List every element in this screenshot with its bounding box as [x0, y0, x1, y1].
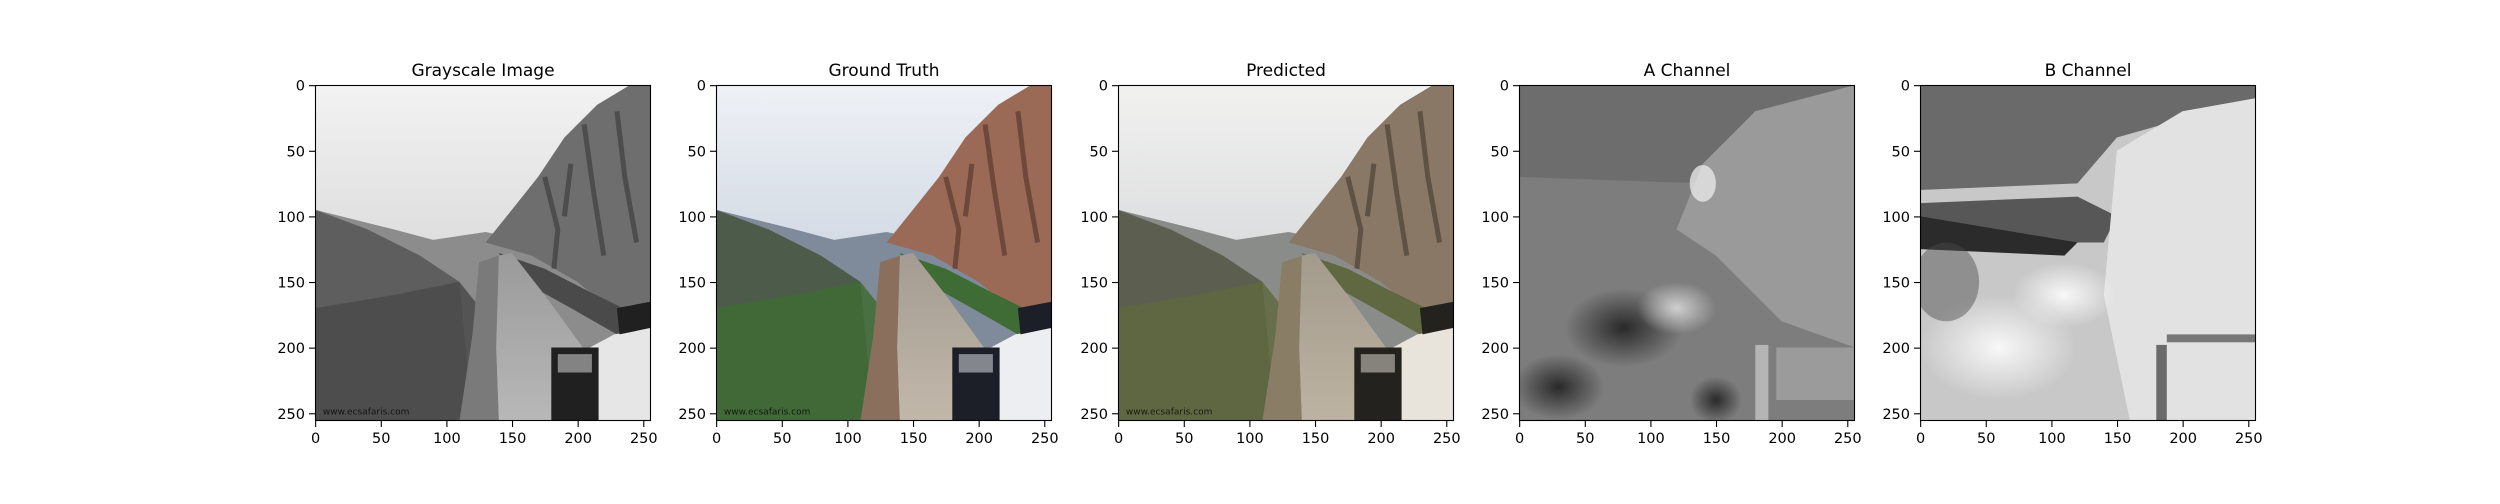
y-tick-label: 0 — [1500, 79, 1509, 95]
panel-image — [1920, 85, 2256, 421]
y-tick-label: 50 — [1892, 144, 1910, 160]
y-tick-label: 50 — [1491, 144, 1509, 160]
x-tick-label: 200 — [564, 431, 592, 447]
x-tick-label: 150 — [2104, 431, 2132, 447]
panel-5: B Channel 0 50 100 150 200 250 0 50 100 150 200 250 — [1882, 61, 2262, 447]
panel-title: A Channel — [1644, 61, 1731, 81]
x-tick-label: 100 — [834, 431, 862, 447]
x-tick-label: 200 — [1768, 431, 1796, 447]
y-tick-label: 200 — [1882, 341, 1910, 357]
y-tick-label: 150 — [1882, 276, 1910, 292]
x-tick-label: 250 — [1834, 431, 1862, 447]
x-tick-label: 50 — [1977, 431, 1995, 447]
x-tick-label: 150 — [499, 431, 527, 447]
y-tick-label: 100 — [277, 210, 305, 226]
x-tick-label: 200 — [965, 431, 993, 447]
axes-frame — [1919, 84, 2257, 422]
x-tick-label: 250 — [2235, 431, 2263, 447]
watermark-text: www.ecsafaris.com — [323, 407, 409, 417]
x-tick-label: 250 — [1433, 431, 1461, 447]
y-tick-label: 200 — [678, 341, 706, 357]
panel-image: www.ecsafaris.com — [315, 85, 651, 421]
x-tick-label: 150 — [1302, 431, 1330, 447]
y-tick-label: 50 — [287, 144, 305, 160]
panel-title: B Channel — [2045, 61, 2132, 81]
x-tick-label: 50 — [773, 431, 791, 447]
x-tick-label: 250 — [1031, 431, 1059, 447]
y-tick-label: 250 — [1481, 407, 1509, 423]
x-tick-label: 0 — [311, 431, 320, 447]
axes-frame — [1117, 84, 1455, 422]
x-tick-label: 50 — [1576, 431, 1594, 447]
x-tick-label: 0 — [1916, 431, 1925, 447]
y-tick-label: 100 — [678, 210, 706, 226]
x-tick-label: 150 — [1703, 431, 1731, 447]
watermark-text: www.ecsafaris.com — [1126, 407, 1212, 417]
watermark-text: www.ecsafaris.com — [724, 407, 810, 417]
axes-frame — [1518, 84, 1856, 422]
panel-title: Predicted — [1246, 61, 1326, 81]
y-tick-label: 150 — [277, 276, 305, 292]
panel-image: www.ecsafaris.com — [716, 85, 1052, 421]
y-tick-label: 50 — [688, 144, 706, 160]
y-tick-label: 0 — [697, 79, 706, 95]
x-tick-label: 100 — [1236, 431, 1264, 447]
x-tick-label: 50 — [372, 431, 390, 447]
y-tick-label: 200 — [1481, 341, 1509, 357]
y-tick-label: 200 — [1080, 341, 1108, 357]
x-tick-label: 100 — [2038, 431, 2066, 447]
y-tick-label: 250 — [1080, 407, 1108, 423]
panel-title: Grayscale Image — [411, 61, 554, 81]
x-tick-label: 100 — [433, 431, 461, 447]
panel-4: A Channel 0 50 100 150 200 250 0 50 100 150 200 250 — [1481, 61, 1861, 447]
y-tick-label: 100 — [1882, 210, 1910, 226]
y-tick-label: 150 — [1080, 276, 1108, 292]
axes-frame — [314, 84, 652, 422]
y-tick-label: 0 — [296, 79, 305, 95]
x-tick-label: 50 — [1175, 431, 1193, 447]
y-tick-label: 250 — [678, 407, 706, 423]
x-tick-label: 0 — [1515, 431, 1524, 447]
panels-layer: Grayscale Image www.ecsafaris.com 0 50 100 15… — [277, 61, 2262, 447]
y-tick-label: 0 — [1901, 79, 1910, 95]
panel-image: www.ecsafaris.com — [1118, 85, 1454, 421]
panel-1: Grayscale Image www.ecsafaris.com 0 50 100 15… — [277, 61, 657, 447]
axes-frame — [715, 84, 1053, 422]
y-tick-label: 250 — [1882, 407, 1910, 423]
x-tick-label: 250 — [630, 431, 658, 447]
y-tick-label: 250 — [277, 407, 305, 423]
y-tick-label: 200 — [277, 341, 305, 357]
panel-title: Ground Truth — [828, 61, 939, 81]
panel-3: Predicted www.ecsafaris.com 0 50 100 150 200 25… — [1080, 61, 1460, 447]
y-tick-label: 100 — [1080, 210, 1108, 226]
x-tick-label: 150 — [900, 431, 928, 447]
y-tick-label: 150 — [1481, 276, 1509, 292]
x-tick-label: 200 — [2169, 431, 2197, 447]
x-tick-label: 100 — [1637, 431, 1665, 447]
y-tick-label: 50 — [1090, 144, 1108, 160]
panel-2: Ground Truth www.ecsafaris.com 0 50 100 150 20… — [678, 61, 1058, 447]
panel-image — [1519, 85, 1855, 421]
x-tick-label: 0 — [1114, 431, 1123, 447]
x-tick-label: 200 — [1367, 431, 1395, 447]
x-tick-label: 0 — [712, 431, 721, 447]
y-tick-label: 150 — [678, 276, 706, 292]
y-tick-label: 0 — [1099, 79, 1108, 95]
y-tick-label: 100 — [1481, 210, 1509, 226]
